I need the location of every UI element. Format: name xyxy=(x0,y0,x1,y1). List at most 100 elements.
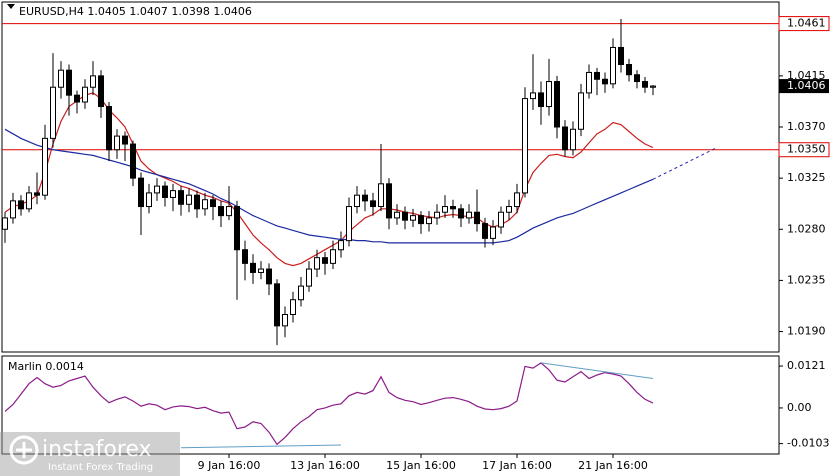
candle-body xyxy=(114,135,120,151)
candle-body xyxy=(562,126,568,151)
candle-body xyxy=(522,98,528,194)
ma-line xyxy=(4,128,654,244)
candle-body xyxy=(618,46,624,65)
indicator-layer: 0.0121 0.00 -0.0103 xyxy=(4,359,829,450)
candle-body xyxy=(426,217,432,225)
candle-body xyxy=(162,185,168,198)
watermark-logo xyxy=(9,435,39,465)
candle-body xyxy=(530,92,536,100)
candle-body xyxy=(474,211,480,225)
x-tick-label: 15 Jan 16:00 xyxy=(386,459,456,472)
candle-body xyxy=(466,211,472,219)
level-label: 1.0350 xyxy=(787,143,826,156)
candle-body xyxy=(274,283,280,327)
candle-body xyxy=(450,206,456,210)
candle-body xyxy=(210,199,216,208)
candle-body xyxy=(42,137,48,196)
candle-body xyxy=(282,314,288,327)
candle-body xyxy=(634,74,640,83)
candle-body xyxy=(402,211,408,221)
x-tick-label: 9 Jan 16:00 xyxy=(198,459,261,472)
candle-body xyxy=(594,71,600,80)
divergence-line xyxy=(540,362,654,379)
indicator-tick-label: 0.0121 xyxy=(787,359,826,372)
level-label-box xyxy=(778,16,830,32)
candle-body xyxy=(570,128,576,151)
watermark-brand: instaforex xyxy=(42,437,152,462)
candle-body xyxy=(578,92,584,130)
y-tick-label: 1.0190 xyxy=(787,325,826,338)
candle-body xyxy=(258,268,264,273)
header: EURUSD,H4 1.0405 1.0407 1.0398 1.0406 xyxy=(19,5,252,18)
candle-body xyxy=(546,81,552,108)
candle-body xyxy=(346,206,352,242)
candle-body xyxy=(178,190,184,205)
header-arrow xyxy=(7,4,15,9)
candle-body xyxy=(146,192,152,208)
candle-body xyxy=(10,200,16,219)
candle-body xyxy=(90,75,96,88)
candle-body xyxy=(186,194,192,205)
candle-body xyxy=(538,92,544,108)
indicator-panel xyxy=(1,355,780,455)
x-tick-label: 21 Jan 16:00 xyxy=(578,459,648,472)
level-label: 1.0461 xyxy=(787,17,826,30)
x-tick-label: 17 Jan 16:00 xyxy=(482,459,552,472)
candle-body xyxy=(218,206,224,217)
candle-body xyxy=(506,206,512,213)
candle-body xyxy=(122,135,128,145)
candle-body xyxy=(498,211,504,228)
main-layer: 1.0190 1.0235 1.0280 1.0325 1.0370 1.0415 1.04… xyxy=(2,16,830,346)
candle-body xyxy=(234,206,240,251)
candle-body xyxy=(410,215,416,221)
candle-body xyxy=(418,215,424,225)
y-tick-label: 1.0415 xyxy=(787,69,826,82)
level-label-box xyxy=(778,142,830,158)
candle-body xyxy=(490,226,496,239)
candle-body xyxy=(170,190,176,198)
watermark-logo-cross xyxy=(16,442,32,458)
candle-body xyxy=(482,223,488,239)
y-tick-label: 1.0280 xyxy=(787,222,826,235)
y-tick-label: 1.0235 xyxy=(787,273,826,286)
watermark: instaforex Instant Forex Trading xyxy=(0,432,180,476)
candle-body xyxy=(434,211,440,219)
divergence-line xyxy=(180,444,342,449)
candle-body xyxy=(2,217,8,230)
candle-body xyxy=(290,299,296,315)
indicator-tick-label: -0.0103 xyxy=(787,437,829,450)
candle-body xyxy=(626,64,632,76)
candle-body xyxy=(202,199,208,210)
candle-body xyxy=(50,86,56,139)
current-price-box xyxy=(779,79,829,94)
candle-body xyxy=(458,208,464,219)
candle-body xyxy=(226,206,232,217)
candle-body xyxy=(650,85,656,88)
candle-body xyxy=(266,268,272,285)
main-panel xyxy=(1,1,780,353)
candle-body xyxy=(394,211,400,219)
candle-body xyxy=(602,78,608,85)
indicator-title: Marlin 0.0014 xyxy=(8,360,84,373)
x-tick-label: 13 Jan 16:00 xyxy=(290,459,360,472)
candle-body xyxy=(66,69,72,96)
indicator-line xyxy=(4,362,654,446)
candle-body xyxy=(18,200,24,210)
candle-body xyxy=(298,285,304,301)
indicator-tick-label: 0.00 xyxy=(787,401,812,414)
candle-body xyxy=(98,75,104,108)
candle-body xyxy=(58,69,64,88)
candle-body xyxy=(362,194,368,202)
candle-body xyxy=(130,143,136,179)
candle-body xyxy=(330,249,336,264)
candle-body xyxy=(26,192,32,210)
y-tick-label: 1.0325 xyxy=(787,171,826,184)
candle-body xyxy=(314,257,320,270)
y-tick-label: 1.0370 xyxy=(787,120,826,133)
candle-body xyxy=(74,94,80,103)
candle-body xyxy=(642,81,648,88)
watermark-slogan: Instant Forex Trading xyxy=(48,462,153,473)
ma-line xyxy=(4,92,654,267)
candle-body xyxy=(370,200,376,208)
